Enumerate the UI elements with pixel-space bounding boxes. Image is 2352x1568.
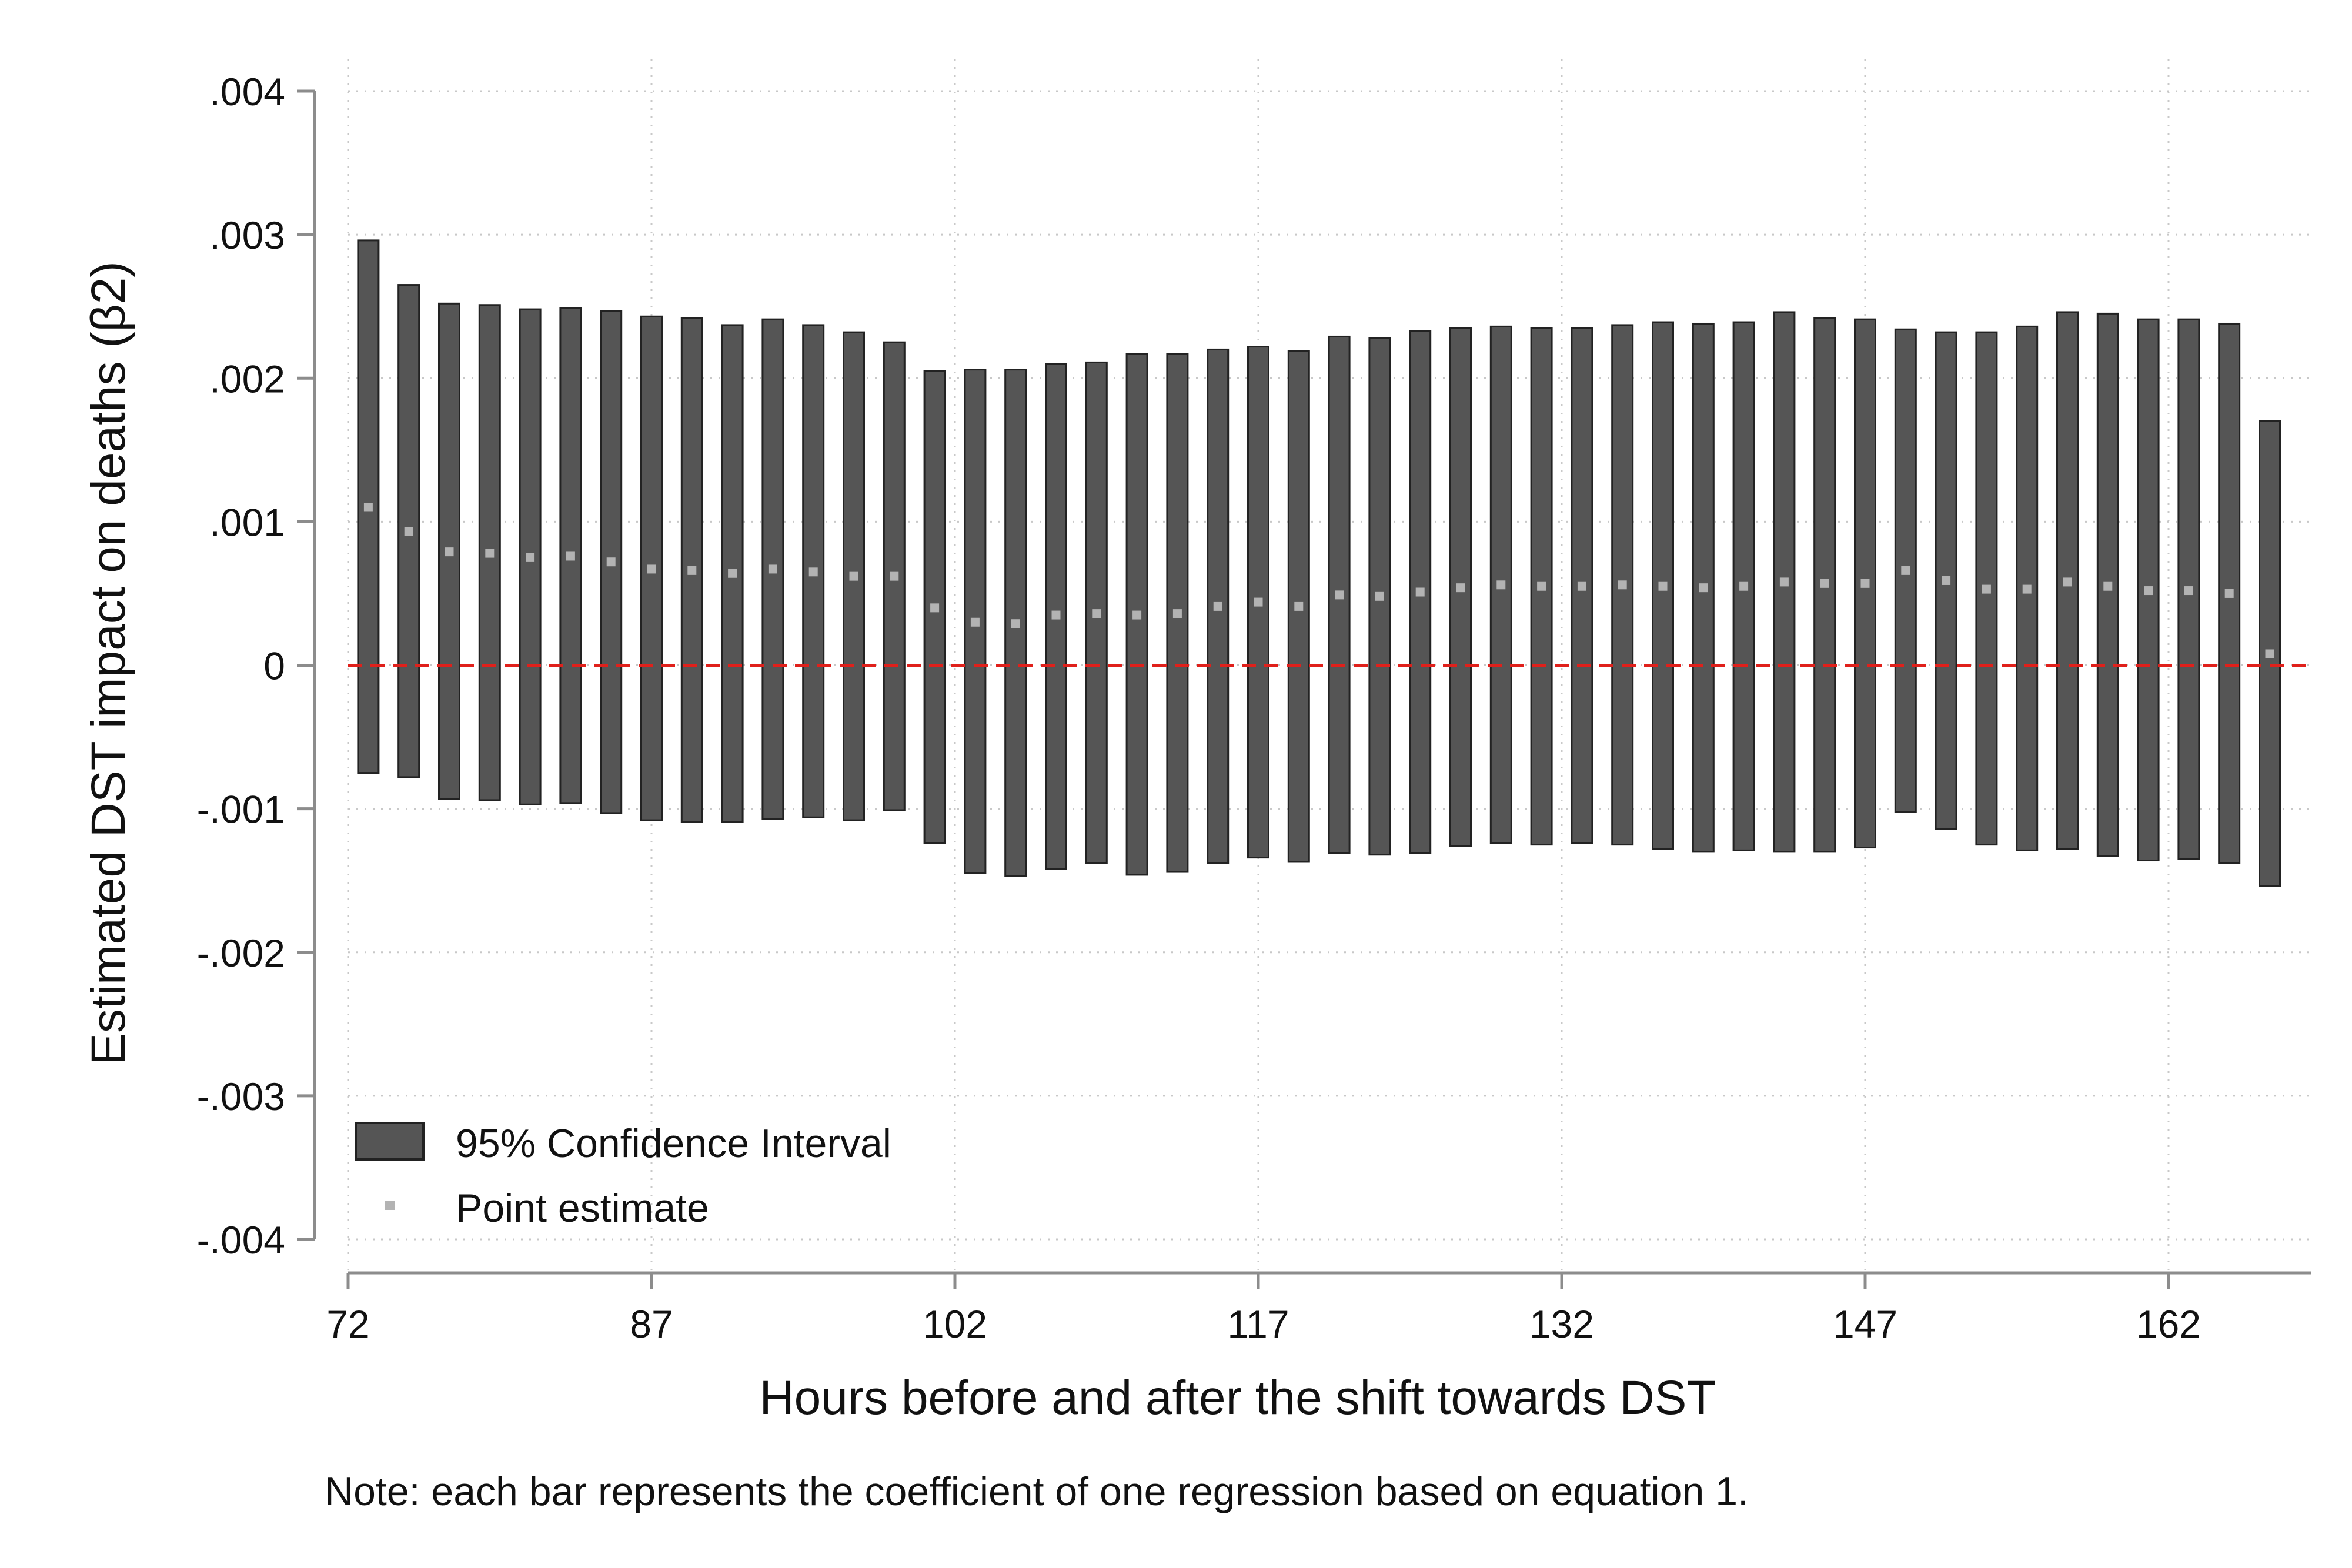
point-estimates <box>363 503 2274 658</box>
x-tick-label: 72 <box>326 1302 369 1346</box>
x-tick-label: 102 <box>923 1302 987 1346</box>
point-estimate <box>1537 581 1546 591</box>
x-tick-label: 87 <box>630 1302 673 1346</box>
point-estimate <box>1051 610 1061 620</box>
point-estimate <box>687 566 697 575</box>
ci-bar <box>1652 321 1674 850</box>
x-tick-label: 147 <box>1833 1302 1897 1346</box>
point-estimate <box>1375 591 1384 601</box>
y-tick-label: .002 <box>210 357 285 400</box>
x-tick-label: 117 <box>1227 1302 1289 1346</box>
legend-ci-swatch <box>355 1122 425 1161</box>
point-estimate <box>890 571 899 581</box>
point-estimate <box>1658 581 1668 591</box>
point-estimate <box>808 567 818 577</box>
point-estimate <box>728 569 737 578</box>
point-estimate <box>1577 581 1586 591</box>
y-tick-label: 0 <box>263 644 285 688</box>
point-estimate <box>930 603 940 613</box>
y-tick-label: -.002 <box>197 931 285 975</box>
point-estimate <box>2103 581 2113 591</box>
point-estimate <box>1618 580 1627 590</box>
point-estimate <box>404 527 413 536</box>
point-estimate <box>566 551 575 561</box>
ci-bar <box>2016 325 2039 851</box>
point-estimate <box>1739 581 1749 591</box>
point-estimate <box>1172 609 1182 618</box>
point-estimate <box>1779 577 1789 587</box>
point-estimate <box>1860 579 1870 588</box>
ci-bar <box>1813 317 1836 853</box>
x-axis-title: Hours before and after the shift towards… <box>759 1371 1716 1425</box>
ci-bar <box>1854 318 1876 849</box>
y-tick-label: .001 <box>210 500 285 544</box>
point-estimate <box>485 549 495 558</box>
y-tick-label: -.003 <box>197 1075 285 1118</box>
point-estimate <box>2063 577 2072 587</box>
point-estimate <box>1942 576 1951 585</box>
ci-bar <box>1247 346 1269 859</box>
chart-note: Note: each bar represents the coefficien… <box>325 1469 1749 1514</box>
point-estimate <box>606 557 616 567</box>
point-estimate <box>2022 584 2032 594</box>
point-estimate <box>445 547 454 557</box>
point-estimate <box>1456 583 1465 593</box>
point-estimate <box>970 617 980 627</box>
point-estimate <box>1011 619 1020 628</box>
point-estimate <box>1213 601 1222 611</box>
point-estimate <box>1982 584 1991 594</box>
tick-labels: .004 .003 .002 .001 0 -.001 -.002 -.003 -.004 72 8… <box>197 70 2201 1346</box>
legend-point-label: Point estimate <box>456 1186 709 1231</box>
legend: 95% Confidence Interval Point estimate <box>355 1121 891 1231</box>
point-estimate <box>2265 649 2274 658</box>
point-estimate <box>2144 586 2153 596</box>
point-estimate <box>849 571 858 581</box>
ci-bar <box>761 318 784 820</box>
point-estimate <box>1254 597 1263 607</box>
x-tick-label: 162 <box>2136 1302 2201 1346</box>
point-estimate <box>1820 579 1829 588</box>
confidence-interval-bars <box>357 239 2281 887</box>
point-estimate <box>1901 566 1910 575</box>
ci-bar <box>721 324 744 823</box>
point-estimate <box>1132 610 1142 620</box>
ci-bar <box>1409 330 1432 854</box>
legend-point-swatch <box>385 1201 395 1210</box>
point-estimate <box>647 564 656 574</box>
ci-bar <box>357 239 380 774</box>
point-estimate <box>1335 590 1344 600</box>
point-estimate <box>363 503 373 512</box>
point-estimate <box>768 564 777 574</box>
point-estimate <box>1092 609 1101 618</box>
point-estimate <box>1699 583 1708 593</box>
point-estimate <box>2224 589 2234 598</box>
y-tick-label: .004 <box>210 70 285 113</box>
y-tick-label: .003 <box>210 213 285 257</box>
axes <box>297 89 2311 1289</box>
point-estimate <box>1415 587 1425 597</box>
legend-ci-label: 95% Confidence Interval <box>456 1121 891 1166</box>
point-estimate <box>1294 601 1304 611</box>
ci-bar <box>1894 328 1917 813</box>
ci-bar <box>559 307 582 804</box>
y-tick-label: -.004 <box>197 1218 285 1262</box>
x-tick-label: 132 <box>1529 1302 1594 1346</box>
point-estimate <box>2184 586 2193 596</box>
y-axis-title: Estimated DST impact on deaths (β2) <box>82 261 135 1065</box>
point-estimate <box>526 553 535 562</box>
y-tick-label: -.001 <box>197 788 285 831</box>
point-estimate <box>1496 580 1506 590</box>
